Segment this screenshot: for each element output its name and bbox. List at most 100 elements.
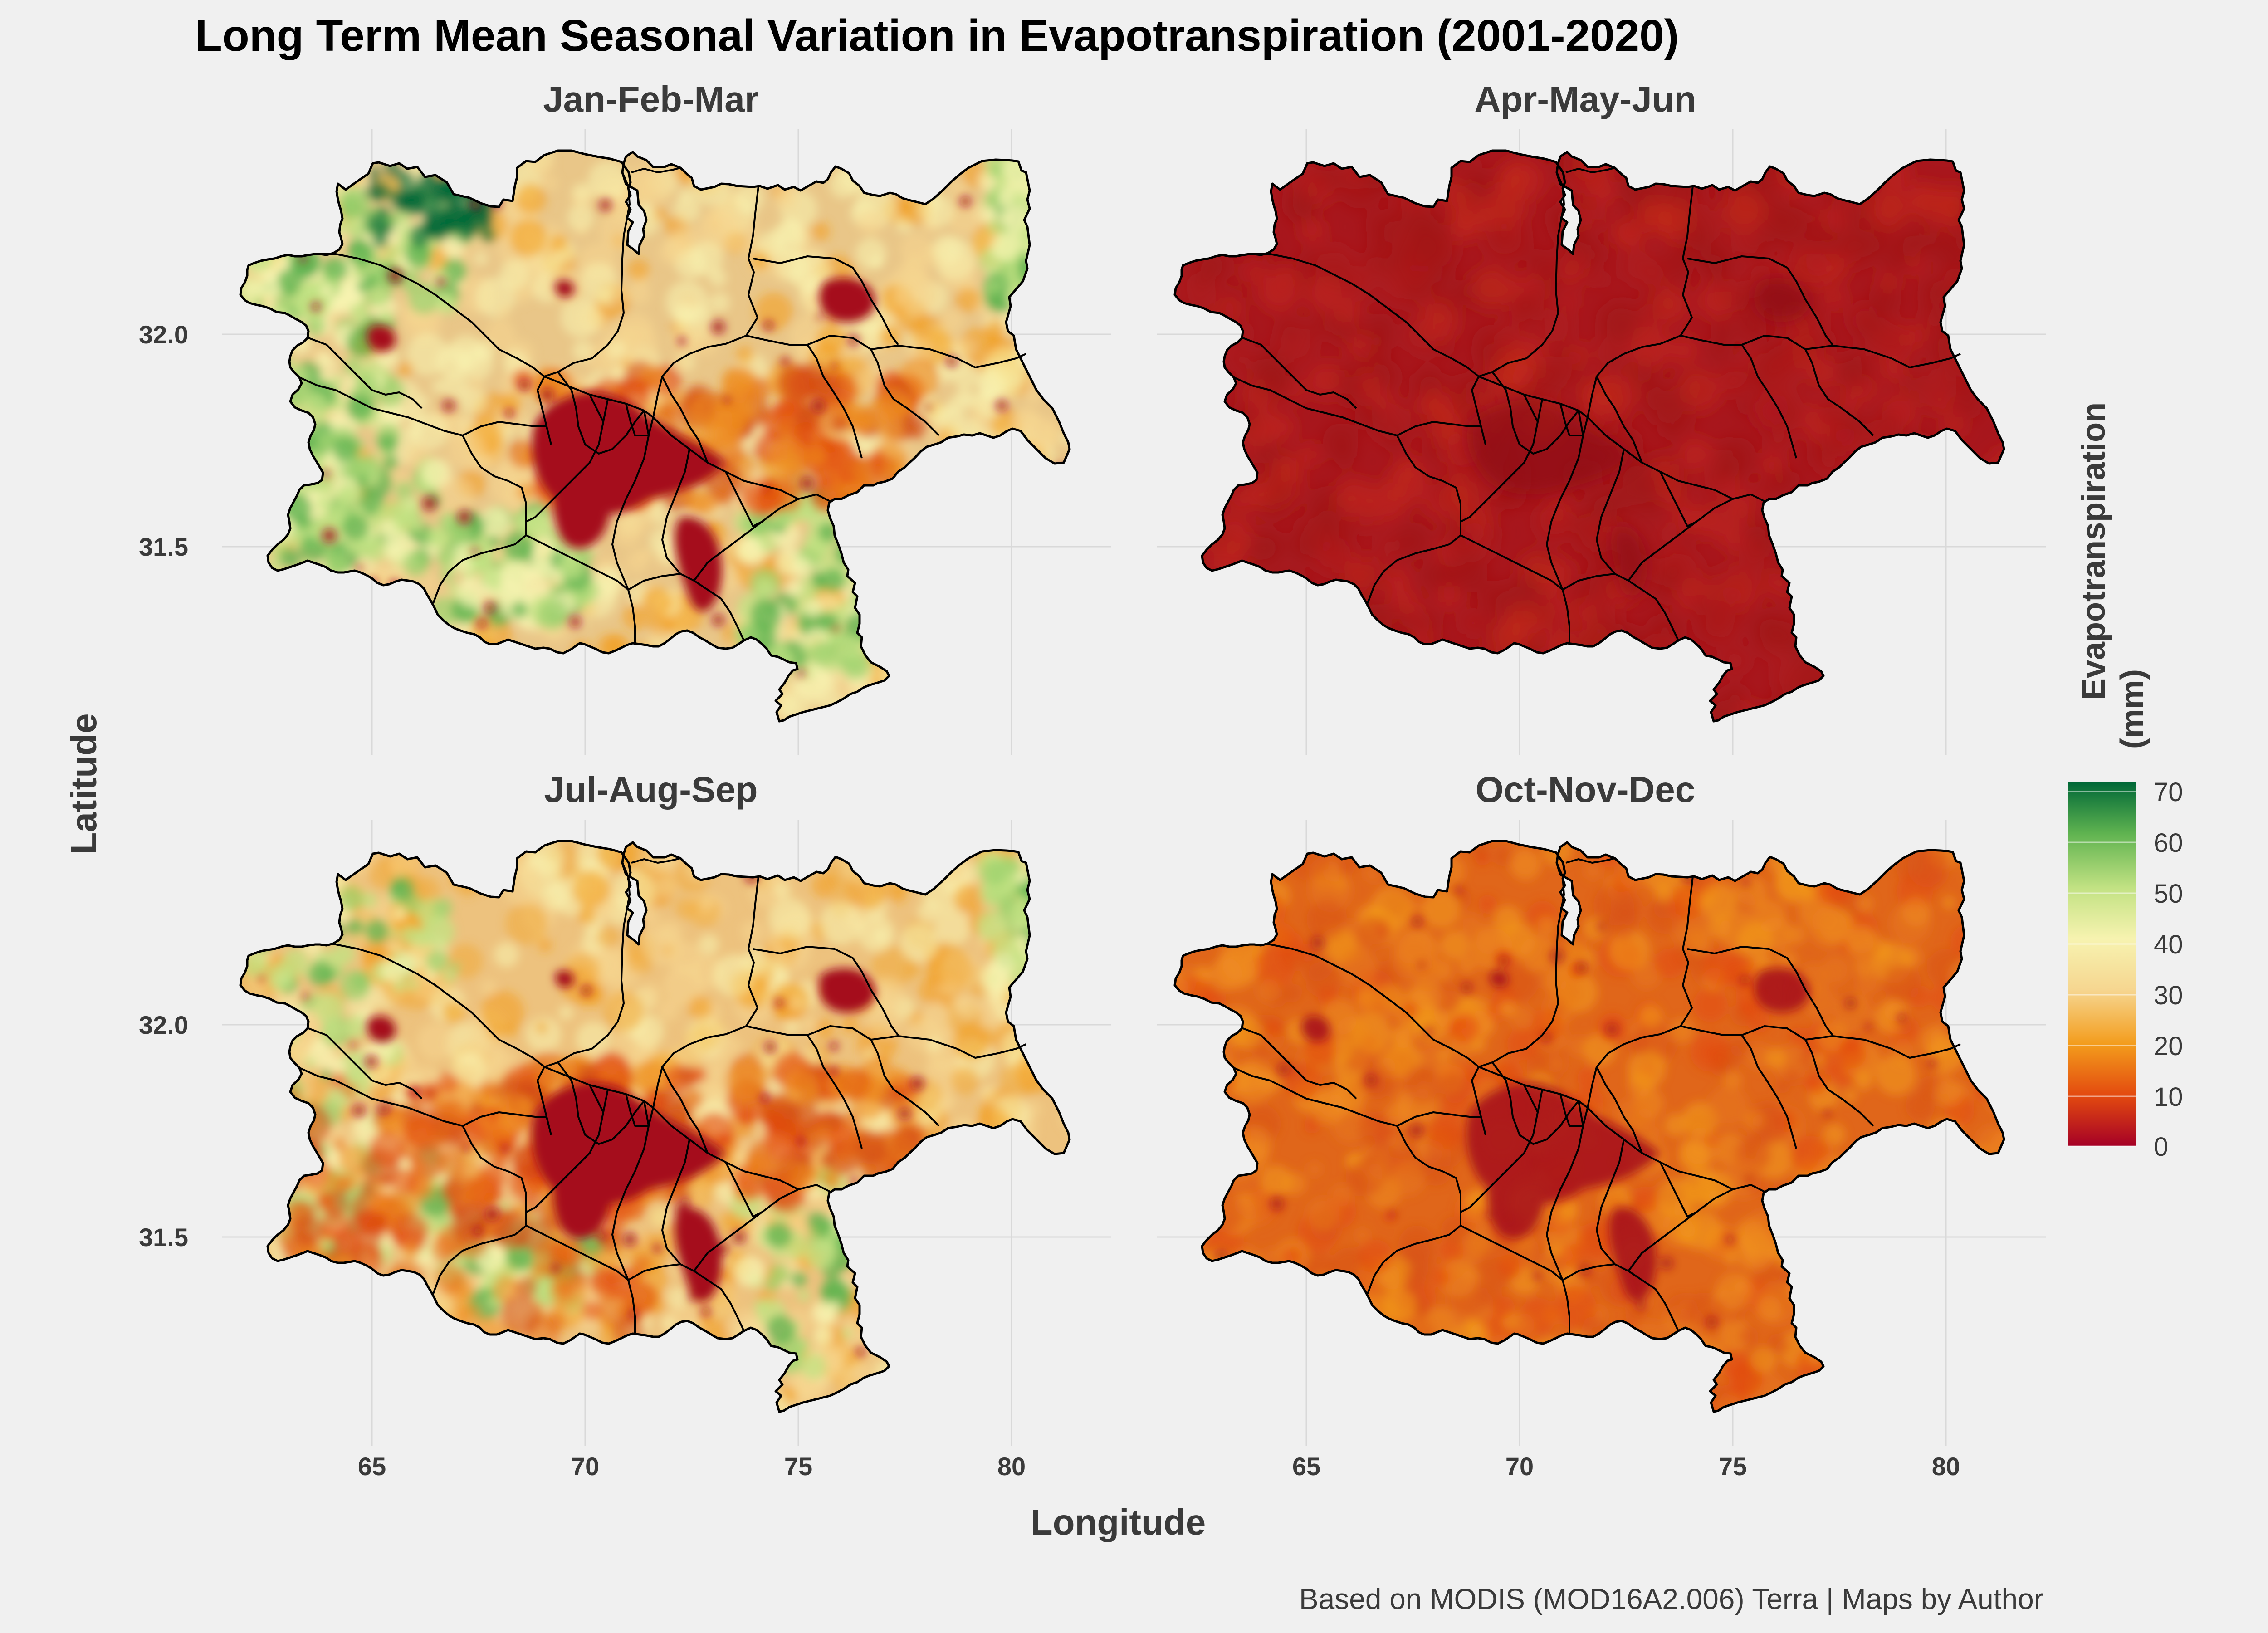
district-boundary [318, 253, 545, 377]
district-boundary [432, 435, 527, 604]
district-boundary [1565, 857, 1615, 864]
district-boundary [526, 534, 636, 644]
district-boundary [631, 167, 681, 173]
district-boundary [537, 172, 631, 445]
map-fill [1175, 841, 2004, 1412]
x-tick-label: 75 [1719, 1452, 1747, 1481]
district-boundary [1565, 167, 1615, 173]
legend-tick: 60 [2154, 828, 2183, 858]
district-boundary [1562, 1263, 1679, 1331]
region-outline [1173, 149, 2005, 723]
district-boundary [870, 345, 1026, 368]
region-outline [239, 149, 1071, 723]
legend-tick: 40 [2154, 930, 2183, 959]
district-boundary [299, 1067, 463, 1127]
y-tick-label: 31.5 [139, 533, 188, 561]
district-boundary [318, 944, 545, 1068]
district-boundaries [239, 840, 1071, 1413]
district-boundary [611, 410, 650, 590]
y-tick-label: 32.0 [139, 1011, 188, 1039]
district-boundary [1562, 573, 1679, 641]
district-boundary [1460, 1225, 1570, 1335]
district-boundary [1397, 421, 1481, 436]
x-tick-label: 70 [1505, 1452, 1534, 1481]
district-boundary [557, 371, 645, 455]
district-boundary [625, 403, 649, 436]
district-boundary [725, 1162, 763, 1217]
district-boundary [1741, 1025, 1874, 1127]
x-tick-label: 80 [1932, 1452, 1960, 1481]
district-boundary [1659, 1162, 1697, 1217]
district-boundary [537, 862, 631, 1135]
facet-label: Jul-Aug-Sep [544, 769, 758, 810]
district-boundary [1397, 1111, 1481, 1127]
district-boundary [661, 1139, 690, 1265]
district-boundary [1491, 371, 1579, 455]
district-boundary [661, 376, 709, 463]
district-boundary [1559, 1094, 1583, 1127]
district-boundary [1546, 1100, 1584, 1281]
district-boundary [1687, 255, 1833, 346]
district-boundary [462, 421, 547, 436]
panel-apr-may-jun: Apr-May-Jun [1157, 79, 2046, 755]
district-boundary [1596, 1066, 1643, 1154]
district-boundary [526, 1225, 636, 1335]
panel-jul-aug-sep: Jul-Aug-Sep [222, 769, 1111, 1446]
color-legend: Evapotranspiration (mm) 70 60 50 40 30 2… [2068, 402, 2183, 1162]
x-tick-label: 75 [784, 1452, 812, 1481]
district-boundary [648, 876, 759, 1126]
district-boundary [628, 1263, 745, 1331]
map-raster [240, 151, 1070, 721]
district-boundary [557, 1061, 645, 1145]
district-boundaries [239, 149, 1071, 723]
chart-title: Long Term Mean Seasonal Variation in Eva… [195, 10, 1679, 60]
district-boundary [462, 1111, 547, 1127]
facet-label: Apr-May-Jun [1475, 79, 1696, 119]
district-boundary [589, 394, 604, 422]
district-boundary [1233, 376, 1398, 436]
district-boundary [1471, 172, 1565, 445]
map-fill [240, 151, 1070, 721]
x-tick-label: 70 [571, 1452, 599, 1481]
district-boundary [589, 1085, 604, 1113]
y-tick-label: 31.5 [139, 1223, 188, 1252]
district-boundary [1523, 394, 1539, 422]
district-boundary [1741, 335, 1874, 436]
panel-jan-feb-mar: Jan-Feb-Mar [222, 79, 1111, 755]
x-axis-title: Longitude [1031, 1502, 1206, 1542]
district-boundary [308, 337, 423, 409]
region-outline [1173, 840, 2005, 1413]
district-boundary [725, 471, 763, 527]
district-boundary [1582, 876, 1694, 1126]
district-boundary [753, 255, 899, 346]
district-boundary [1252, 253, 1480, 377]
district-boundary [1596, 449, 1625, 575]
region-outline [239, 840, 1071, 1413]
district-boundary [1460, 1089, 1543, 1213]
district-boundary [746, 1025, 863, 1149]
y-axis-title: Latitude [64, 713, 104, 854]
x-tick-label: 80 [997, 1452, 1026, 1481]
district-boundary [661, 1066, 709, 1154]
district-boundary [1659, 471, 1697, 527]
district-boundary [1582, 186, 1694, 436]
district-boundary [1596, 1139, 1625, 1265]
legend-tick: 0 [2154, 1132, 2168, 1162]
x-tick-label: 65 [358, 1452, 386, 1481]
legend-tick: 20 [2154, 1032, 2183, 1061]
district-boundary [1252, 944, 1480, 1068]
map-fill [240, 841, 1070, 1412]
district-boundary [753, 946, 899, 1036]
district-boundary [746, 335, 863, 459]
district-boundary [299, 376, 463, 436]
district-boundary [1596, 376, 1643, 463]
map-raster [240, 841, 1070, 1412]
district-boundary [870, 1035, 1026, 1059]
district-boundary [1367, 435, 1461, 604]
district-boundary [807, 1025, 940, 1127]
district-boundary [1805, 345, 1961, 368]
district-boundary [526, 399, 609, 523]
district-boundary [631, 857, 681, 864]
district-boundary [611, 1100, 650, 1281]
